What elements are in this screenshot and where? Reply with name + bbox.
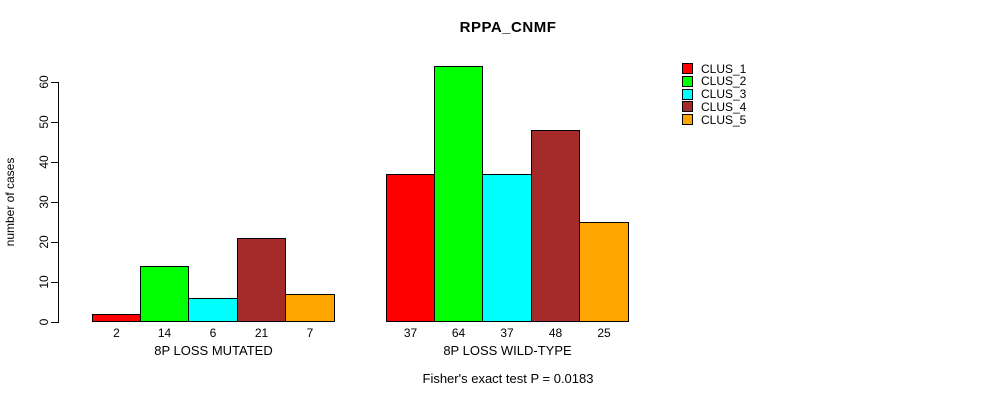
legend-swatch-clus-4 (682, 101, 693, 113)
bar-clus-4-8p-loss-mutated (237, 238, 286, 322)
legend-swatch-clus-3 (682, 88, 693, 100)
y-tick-60 (51, 82, 58, 83)
bar-clus-3-8p-loss-wild-type (482, 174, 532, 322)
legend-swatch-clus-2 (682, 75, 693, 87)
y-tick-30 (51, 202, 58, 203)
legend-swatch-clus-5 (682, 114, 693, 126)
y-tick-label-30: 30 (37, 195, 51, 209)
bar-value-label-clus-2-8p-loss-wild-type: 64 (451, 326, 466, 340)
bar-clus-1-8p-loss-wild-type (386, 174, 435, 322)
y-tick-label-40: 40 (37, 155, 51, 169)
y-tick-label-20: 20 (37, 235, 51, 249)
fisher-test-caption: Fisher's exact test P = 0.0183 (422, 371, 594, 386)
bar-value-label-clus-4-8p-loss-wild-type: 48 (548, 326, 563, 340)
y-axis-label: number of cases (3, 157, 17, 247)
x-group-label-8p-loss-mutated: 8P LOSS MUTATED (154, 343, 273, 358)
legend-label-clus-1: CLUS_1 (701, 61, 747, 76)
bar-clus-2-8p-loss-wild-type (434, 66, 483, 322)
x-group-label-8p-loss-wild-type: 8P LOSS WILD-TYPE (443, 343, 572, 358)
bar-value-label-clus-1-8p-loss-wild-type: 37 (403, 326, 418, 340)
legend-swatch-clus-1 (682, 63, 693, 74)
y-tick-label-60: 60 (37, 75, 51, 89)
legend-label-clus-5: CLUS_5 (701, 112, 747, 127)
bar-clus-1-8p-loss-mutated (92, 314, 141, 322)
chart-title: RPPA_CNMF (459, 19, 557, 36)
y-tick-40 (51, 162, 58, 163)
bar-value-label-clus-1-8p-loss-mutated: 2 (113, 326, 120, 340)
bar-clus-5-8p-loss-wild-type (579, 222, 629, 322)
legend-label-clus-3: CLUS_3 (701, 87, 747, 102)
y-tick-label-50: 50 (37, 115, 51, 129)
bar-clus-2-8p-loss-mutated (140, 266, 189, 322)
bar-clus-4-8p-loss-wild-type (531, 130, 580, 322)
legend-label-clus-2: CLUS_2 (701, 74, 747, 89)
bar-value-label-clus-5-8p-loss-wild-type: 25 (597, 326, 611, 340)
y-tick-20 (51, 242, 58, 243)
legend-label-clus-4: CLUS_4 (701, 99, 747, 114)
bar-clus-3-8p-loss-mutated (188, 298, 238, 322)
y-tick-label-10: 10 (37, 275, 51, 289)
bar-value-label-clus-5-8p-loss-mutated: 7 (306, 326, 314, 340)
bar-value-label-clus-4-8p-loss-mutated: 21 (254, 326, 269, 340)
y-tick-0 (51, 322, 58, 323)
y-axis-line (58, 82, 59, 323)
y-tick-50 (51, 122, 58, 123)
bar-value-label-clus-2-8p-loss-mutated: 14 (157, 326, 172, 340)
bar-value-label-clus-3-8p-loss-mutated: 6 (209, 326, 217, 340)
bar-value-label-clus-3-8p-loss-wild-type: 37 (500, 326, 514, 340)
y-tick-label-0: 0 (37, 318, 51, 326)
y-tick-10 (51, 282, 58, 283)
bar-clus-5-8p-loss-mutated (285, 294, 335, 322)
